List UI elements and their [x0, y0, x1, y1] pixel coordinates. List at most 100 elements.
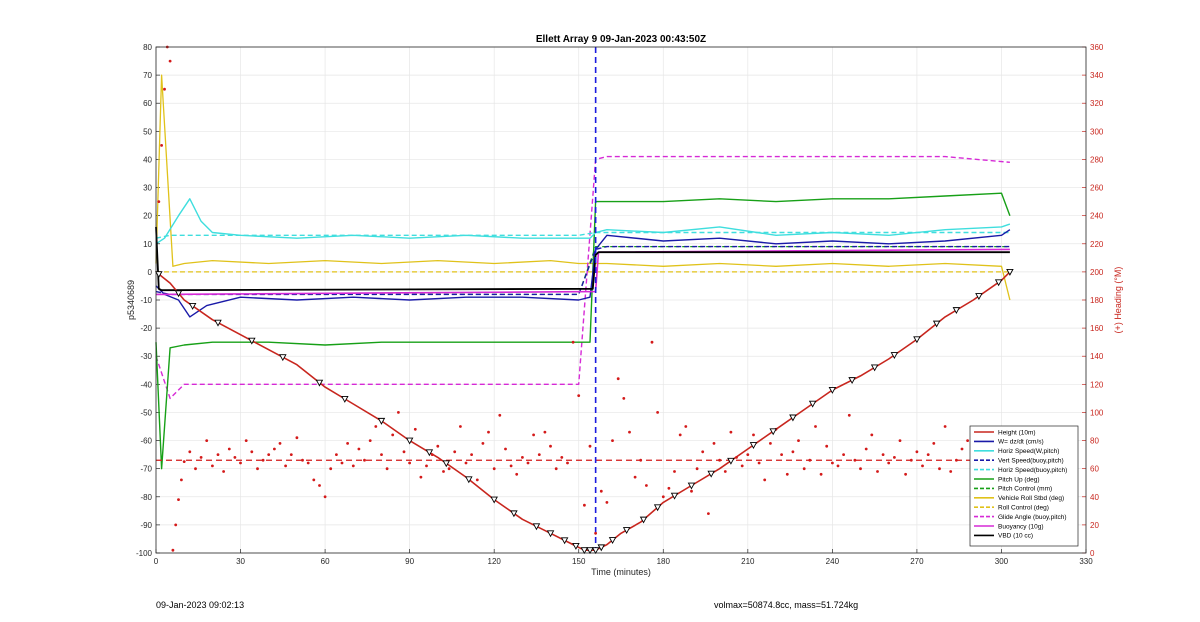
height-marker — [653, 504, 662, 512]
heading-point — [470, 453, 473, 456]
height-marker — [848, 377, 856, 385]
y-tick-label: 60 — [143, 99, 152, 108]
y-tick-label: 0 — [148, 268, 153, 277]
y2-tick-label: 220 — [1090, 240, 1104, 249]
heading-point — [475, 478, 479, 482]
y-tick-label: 20 — [143, 212, 152, 221]
y2-tick-label: 200 — [1090, 268, 1104, 277]
heading-point — [543, 430, 547, 434]
y-tick-label: -90 — [140, 521, 152, 530]
heading-point — [408, 461, 411, 465]
heading-point — [650, 340, 654, 344]
height-marker — [608, 537, 617, 545]
y-tick-label: 70 — [143, 71, 152, 80]
footer-timestamp: 09-Jan-2023 09:02:13 — [156, 600, 245, 610]
heading-point — [622, 397, 626, 400]
height-marker — [639, 516, 648, 524]
heading-point — [859, 467, 862, 471]
heading-point — [633, 475, 637, 479]
heading-point — [346, 442, 349, 445]
series-line-1 — [155, 229, 1011, 318]
height-marker — [870, 364, 879, 372]
height-marker — [155, 271, 163, 279]
height-marker — [560, 537, 569, 545]
height-marker — [622, 527, 631, 535]
series-line-10 — [155, 248, 1010, 296]
heading-point — [380, 453, 383, 456]
heading-point — [560, 456, 564, 459]
heading-point — [785, 472, 789, 476]
heading-point — [329, 467, 333, 471]
heading-point — [180, 478, 183, 482]
height-marker — [315, 379, 324, 387]
height-marker — [425, 449, 434, 457]
legend-label: W= dz/dt (cm/s) — [998, 439, 1044, 446]
heading-point — [831, 461, 834, 465]
height-marker — [952, 307, 961, 315]
heading-point — [278, 442, 282, 445]
heading-point — [752, 433, 755, 437]
heading-point — [419, 475, 423, 479]
heading-point — [898, 439, 902, 442]
y-tick-label: -30 — [140, 352, 152, 361]
y-tick-label: -50 — [140, 408, 152, 417]
height-marker — [808, 400, 817, 408]
heading-point — [222, 470, 226, 473]
height-marker — [913, 336, 921, 344]
heading-point — [645, 484, 648, 487]
heading-point — [842, 453, 845, 456]
heading-point — [459, 425, 462, 428]
heading-point — [174, 523, 178, 527]
heading-point — [391, 433, 395, 437]
y2-tick-label: 340 — [1090, 71, 1104, 80]
y2-tick-label: 100 — [1090, 408, 1104, 417]
heading-point — [256, 467, 259, 471]
heading-point — [876, 470, 879, 473]
heading-point — [453, 450, 457, 454]
series-line-9 — [155, 155, 1010, 400]
y-axis-label: p5340689 — [126, 280, 136, 320]
heading-point — [690, 489, 693, 493]
heading-point — [168, 59, 172, 63]
heading-point — [763, 478, 767, 482]
y2-tick-label: 240 — [1090, 212, 1104, 221]
heading-point — [814, 425, 817, 428]
heading-point — [718, 458, 721, 462]
heading-point — [312, 478, 316, 482]
heading-point — [887, 461, 891, 465]
heading-point — [216, 453, 220, 456]
heading-point — [492, 467, 496, 471]
heading-point — [577, 394, 581, 397]
y2-tick-label: 300 — [1090, 127, 1104, 136]
legend-label: Vehicle Roll Stbd (deg) — [998, 495, 1064, 502]
heading-point — [791, 450, 795, 454]
heading-point — [340, 461, 344, 465]
heading-point — [847, 413, 851, 417]
heading-point — [893, 456, 896, 459]
heading-point — [588, 444, 592, 448]
heading-point — [447, 467, 451, 471]
heading-point — [273, 447, 276, 451]
legend-label: Glide Angle (buoy,pitch) — [998, 514, 1067, 521]
heading-point — [966, 439, 969, 442]
heading-point — [780, 453, 783, 456]
heading-point — [909, 458, 913, 462]
y2-tick-label: 120 — [1090, 380, 1104, 389]
heading-point — [351, 464, 355, 468]
heading-point — [938, 467, 941, 471]
series-line-5 — [155, 192, 1011, 470]
heading-point — [926, 453, 930, 456]
heading-point — [368, 439, 372, 442]
y2-axis-label: (+) Heading (°M) — [1113, 267, 1123, 334]
heading-point — [566, 461, 569, 465]
heading-point — [583, 503, 586, 507]
y-tick-label: -60 — [140, 437, 152, 446]
x-tick-label: 240 — [826, 557, 840, 566]
series-line-11 — [155, 226, 1010, 292]
heading-point — [853, 458, 857, 462]
y2-tick-label: 0 — [1090, 549, 1095, 558]
axes: 0 30 60 90 120 150 180 210 240 270 300 330-100-90-8… — [136, 43, 1104, 566]
heading-point — [825, 444, 829, 448]
heading-point — [549, 444, 552, 448]
y2-tick-label: 360 — [1090, 43, 1104, 52]
